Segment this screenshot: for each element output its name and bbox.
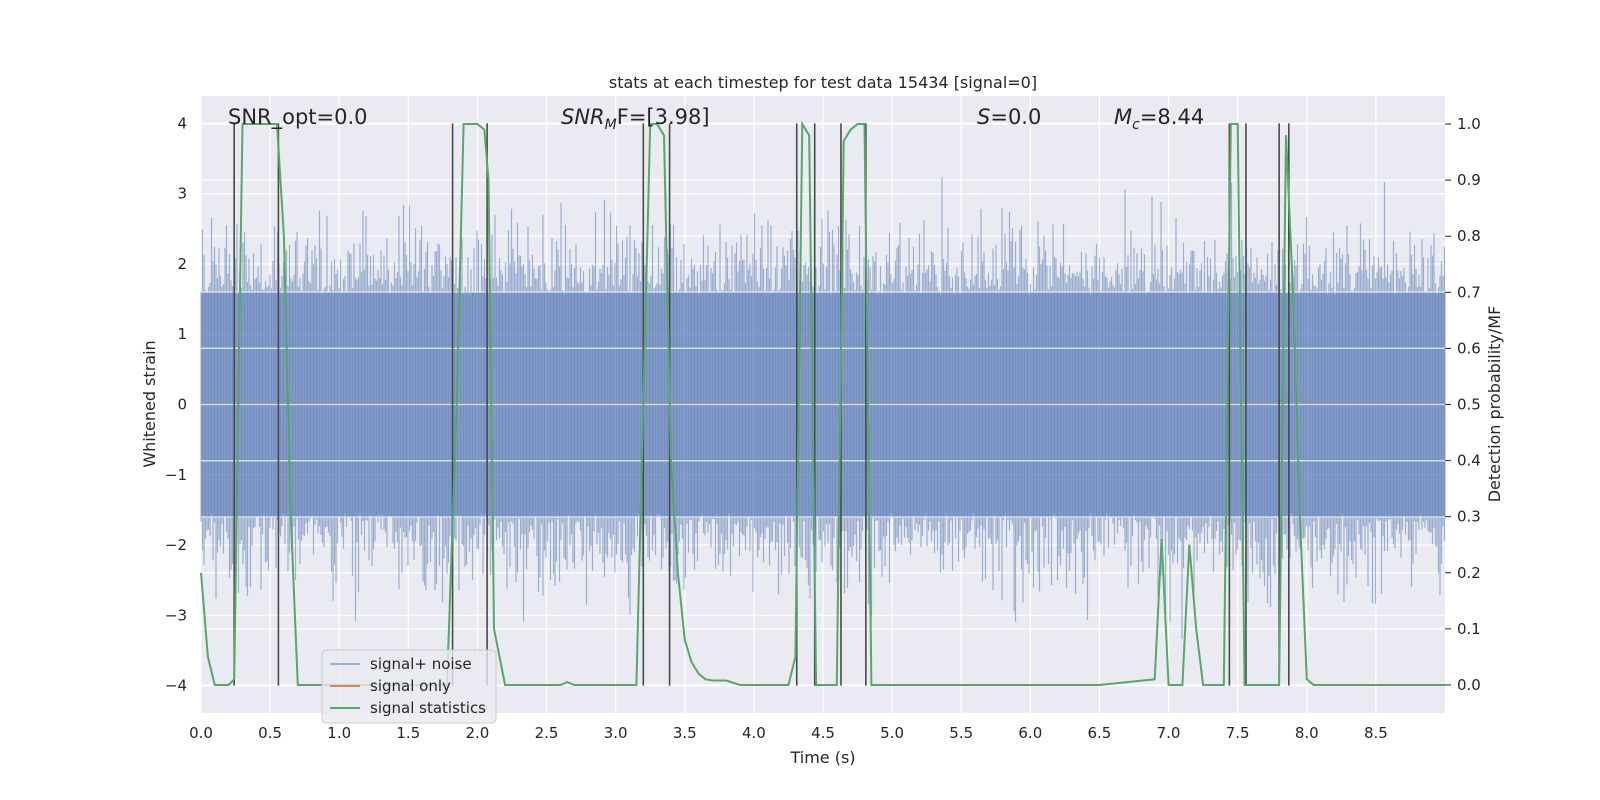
x-tick-label: 0.5 (258, 724, 282, 742)
x-tick-label: 4.5 (811, 724, 835, 742)
x-tick-label: 7.0 (1157, 724, 1181, 742)
annotation-mc: Mc=8.44 (1114, 105, 1204, 133)
legend-label-signal-noise: signal+ noise (370, 655, 472, 673)
x-tick-label: 6.5 (1088, 724, 1112, 742)
x-tick-label: 8.0 (1295, 724, 1319, 742)
signal-noise-series (200, 177, 1446, 639)
y-right-tick-labels: 0.0 0.1 0.2 0.3 0.4 0.5 0.6 0.7 0.8 0.9 1.0 (1445, 115, 1481, 694)
x-tick-label: 1.5 (396, 724, 420, 742)
y-right-tick-label: 0.5 (1457, 396, 1481, 414)
x-tick-label: 1.0 (327, 724, 351, 742)
y-left-tick-label: −2 (165, 536, 187, 554)
x-axis-label: Time (s) (789, 748, 855, 767)
legend-box (321, 649, 497, 724)
x-tick-label: 3.5 (673, 724, 697, 742)
y-right-tick-label: 0.3 (1457, 508, 1481, 526)
y-left-tick-label: 4 (177, 114, 187, 132)
y-left-tick-label: 3 (177, 185, 187, 203)
legend-label-signal-only: signal only (370, 677, 451, 695)
y-right-axis-label: Detection probability/MF (1485, 306, 1504, 503)
x-tick-label: 2.5 (535, 724, 559, 742)
legend: signal+ noise signal only signal statist… (321, 649, 497, 724)
annotation-snr-opt: SNR_opt=0.0 (228, 105, 368, 130)
chart-title: stats at each timestep for test data 154… (609, 73, 1037, 92)
y-left-tick-labels: −4 −3 −2 −1 0 1 2 3 4 (165, 114, 187, 694)
y-left-tick-label: −1 (165, 466, 187, 484)
x-tick-label: 8.5 (1364, 724, 1388, 742)
y-left-tick-label: −3 (165, 606, 187, 624)
y-left-tick-label: 0 (177, 396, 187, 414)
y-right-tick-label: 0.8 (1457, 227, 1481, 245)
x-tick-label: 6.0 (1018, 724, 1042, 742)
x-tick-labels: 0.0 0.5 1.0 1.5 2.0 2.5 3.0 3.5 4.0 4.5 5.0 5.5 6.0 6… (189, 724, 1388, 742)
y-right-tick-label: 0.1 (1457, 620, 1481, 638)
x-tick-label: 0.0 (189, 724, 213, 742)
x-tick-label: 5.5 (949, 724, 973, 742)
x-tick-label: 4.0 (742, 724, 766, 742)
y-right-tick-label: 0.9 (1457, 171, 1481, 189)
x-tick-label: 2.0 (466, 724, 490, 742)
annotation-snr-mf: SNRMF=[3.98] (561, 105, 710, 133)
y-left-tick-label: 1 (177, 325, 187, 343)
y-left-axis-label: Whitened strain (140, 340, 159, 467)
y-right-tick-label: 1.0 (1457, 115, 1481, 133)
y-left-tick-label: −4 (165, 677, 187, 695)
y-right-tick-label: 0.2 (1457, 564, 1481, 582)
y-right-tick-label: 0.4 (1457, 452, 1481, 470)
y-right-tick-label: 0.0 (1457, 676, 1481, 694)
y-right-tick-label: 0.7 (1457, 283, 1481, 301)
y-left-tick-label: 2 (177, 255, 187, 273)
x-tick-label: 7.5 (1226, 724, 1250, 742)
y-right-tick-label: 0.6 (1457, 339, 1481, 357)
x-tick-label: 3.0 (604, 724, 628, 742)
legend-label-signal-statistics: signal statistics (370, 699, 486, 717)
x-tick-label: 5.0 (880, 724, 904, 742)
annotation-s: S=0.0 (977, 105, 1041, 129)
